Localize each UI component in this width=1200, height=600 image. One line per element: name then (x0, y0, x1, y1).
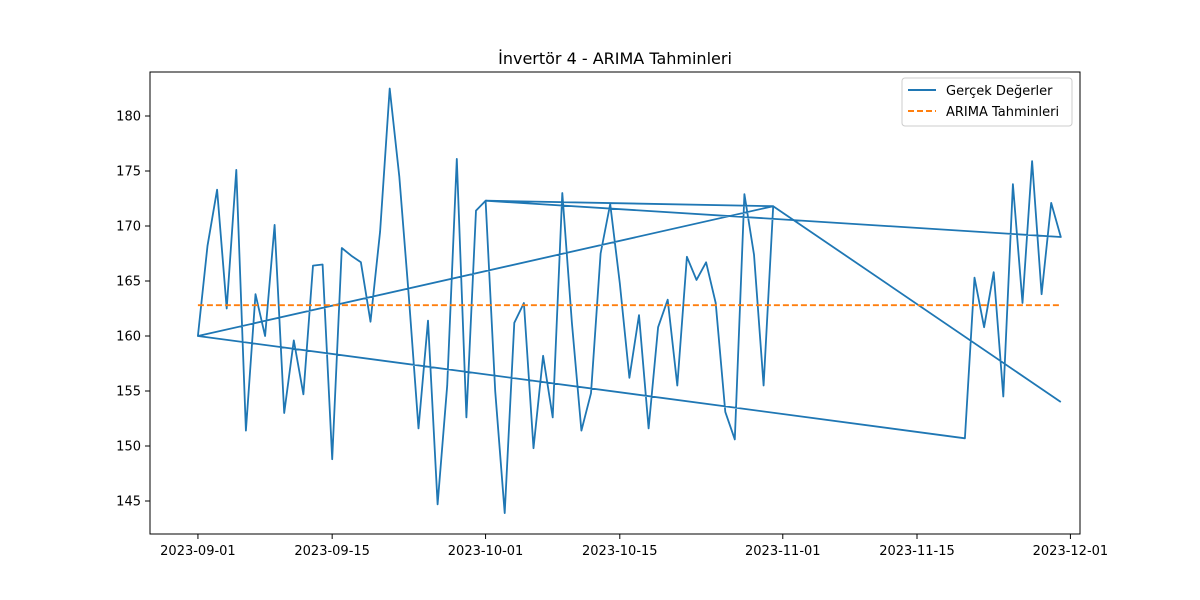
y-tick-label: 160 (116, 330, 141, 345)
x-axis: 2023-09-01 2023-09-15 2023-10-01 2023-10-15… (160, 534, 1108, 559)
x-tick-label: 2023-10-01 (448, 544, 524, 559)
y-tick-label: 180 (116, 110, 141, 125)
x-tick-label: 2023-10-15 (582, 544, 658, 559)
x-tick-label: 2023-12-01 (1033, 544, 1109, 559)
y-tick-label: 165 (116, 275, 141, 290)
x-tick-label: 2023-09-01 (160, 544, 236, 559)
legend-box (901, 77, 1073, 127)
legend-label-forecast: ARIMA Tahminleri (946, 105, 1059, 120)
y-tick-label: 145 (116, 495, 141, 510)
y-tick-label: 175 (116, 165, 141, 180)
plot-area (196, 87, 1062, 514)
y-axis: 145 150 155 160 165 170 175 180 (116, 110, 150, 510)
legend: Gerçek Değerler ARIMA Tahminleri (901, 77, 1073, 127)
x-tick-label: 2023-09-15 (294, 544, 370, 559)
series-line-actual (196, 87, 1062, 514)
x-tick-label: 2023-11-15 (879, 544, 955, 559)
chart-title: İnvertör 4 - ARIMA Tahminleri (498, 49, 732, 68)
legend-label-actual: Gerçek Değerler (946, 84, 1053, 99)
y-tick-label: 150 (116, 440, 141, 455)
y-tick-label: 155 (116, 385, 141, 400)
y-tick-label: 170 (116, 220, 141, 235)
x-tick-label: 2023-11-01 (745, 544, 821, 559)
plot-frame (149, 71, 1081, 535)
